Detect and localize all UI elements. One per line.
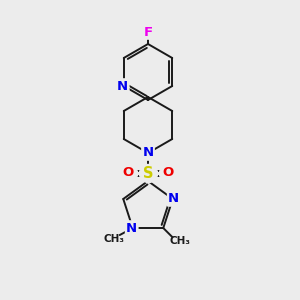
Text: S: S [143,166,153,181]
Text: N: N [126,221,137,235]
Text: O: O [162,167,174,179]
Text: CH₃: CH₃ [103,234,124,244]
Text: N: N [168,193,179,206]
Text: O: O [122,167,134,179]
Text: F: F [143,26,153,38]
Text: N: N [117,80,128,92]
Text: N: N [142,146,154,160]
Text: CH₃: CH₃ [170,236,191,246]
